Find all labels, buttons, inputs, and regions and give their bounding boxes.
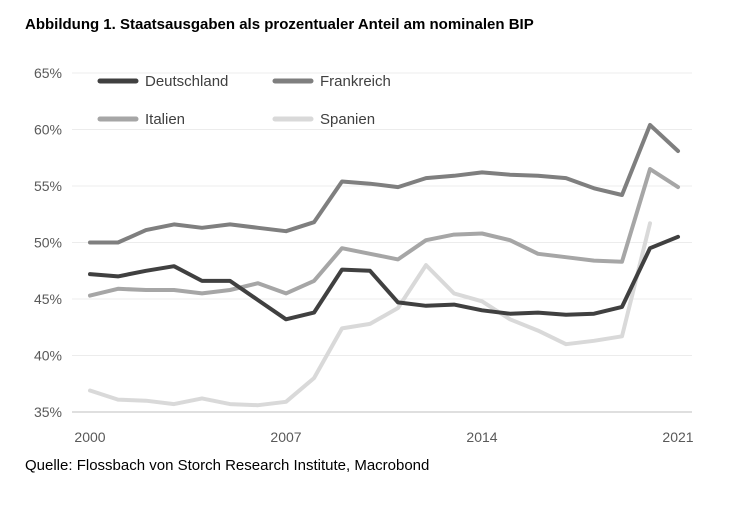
series-line-deutschland [88, 234, 680, 322]
x-tick-label: 2007 [270, 429, 301, 445]
x-tick-label: 2014 [466, 429, 497, 445]
series-line-frankreich [88, 123, 680, 245]
series-line-italien [88, 167, 680, 298]
y-tick-label: 40% [34, 348, 62, 364]
y-axis-ticks: 35% 40% 45% 50% 55% 60% 65% [34, 65, 62, 420]
y-tick-label: 35% [34, 404, 62, 420]
y-tick-label: 50% [34, 235, 62, 251]
chart-title: Abbildung 1. Staatsausgaben als prozentu… [25, 16, 534, 33]
x-axis-ticks: 2000 2007 2014 2021 [74, 429, 693, 445]
chart-source: Quelle: Flossbach von Storch Research In… [25, 457, 430, 474]
x-tick-label: 2021 [662, 429, 693, 445]
series-line-spanien [88, 221, 652, 408]
legend-label-spanien: Spanien [320, 111, 375, 128]
legend-label-deutschland: Deutschland [145, 73, 228, 90]
x-tick-label: 2000 [74, 429, 105, 445]
y-tick-label: 60% [34, 122, 62, 138]
legend: Deutschland Frankreich Italien Spanien [97, 73, 391, 128]
series-lines [88, 123, 680, 408]
y-tick-label: 55% [34, 178, 62, 194]
legend-label-frankreich: Frankreich [320, 73, 391, 90]
legend-label-italien: Italien [145, 111, 185, 128]
y-tick-label: 45% [34, 291, 62, 307]
y-tick-label: 65% [34, 65, 62, 81]
